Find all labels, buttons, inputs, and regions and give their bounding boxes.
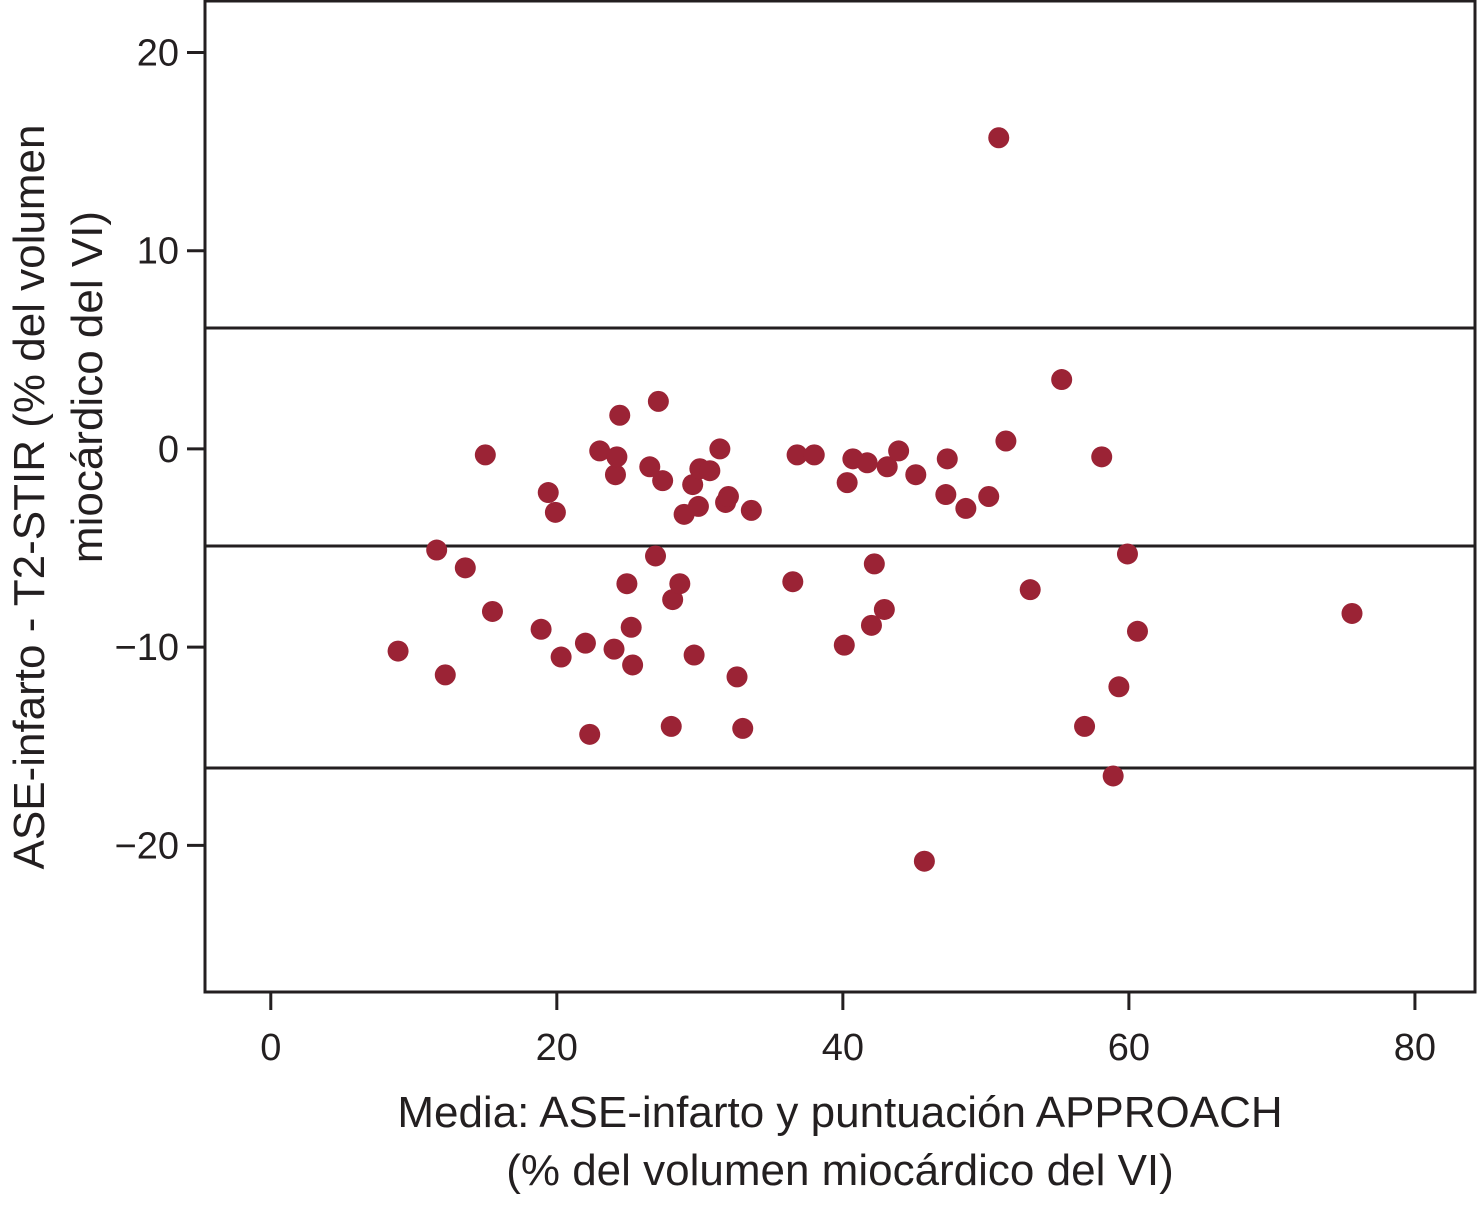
data-point	[645, 545, 667, 567]
data-point	[574, 632, 596, 654]
data-point	[913, 850, 935, 872]
data-point	[609, 404, 631, 426]
data-point	[782, 571, 804, 593]
data-point	[978, 486, 1000, 507]
data-point	[995, 430, 1017, 452]
data-point	[709, 438, 731, 460]
data-point	[988, 127, 1010, 149]
data-point	[1051, 369, 1073, 391]
y-tick-label: −20	[115, 825, 179, 867]
y-tick-label: 20	[137, 33, 179, 75]
y-axis: 20 10 0 −10 −20	[115, 33, 205, 867]
data-point	[652, 470, 674, 492]
x-axis: 0 20 40 60 80	[260, 992, 1436, 1069]
data-point	[1102, 765, 1124, 787]
data-point	[1126, 620, 1148, 642]
data-point	[856, 452, 878, 474]
data-point	[803, 444, 825, 466]
data-point	[717, 486, 739, 507]
data-point	[1108, 676, 1130, 698]
data-point	[660, 715, 682, 737]
data-point	[606, 446, 628, 468]
x-axis-title-line-1: Media: ASE-infarto y puntuación APPROACH	[397, 1088, 1282, 1137]
data-point	[1074, 715, 1096, 737]
data-point	[616, 573, 638, 595]
reference-lines	[205, 326, 1475, 770]
data-point	[863, 553, 885, 575]
data-point	[936, 448, 958, 470]
y-tick-label: −10	[115, 627, 179, 669]
data-point	[669, 573, 691, 595]
data-point	[662, 589, 684, 611]
data-point	[537, 482, 559, 504]
data-point	[639, 456, 661, 478]
data-point	[876, 456, 898, 478]
y-axis-title-line-1: ASE-infarto - T2-STIR (% del volumen	[5, 125, 54, 870]
plot-frame	[203, 0, 1477, 994]
data-point	[905, 464, 927, 486]
x-tick-label: 20	[536, 1027, 578, 1069]
data-points	[387, 127, 1363, 872]
data-point	[604, 464, 626, 486]
data-point	[620, 616, 642, 638]
data-point	[682, 474, 704, 496]
data-point	[387, 640, 409, 662]
data-point	[687, 495, 709, 517]
data-point	[1019, 579, 1041, 601]
data-point	[530, 618, 552, 640]
data-point	[579, 723, 601, 745]
data-point	[481, 600, 503, 622]
data-point	[550, 646, 572, 668]
y-tick-label: 0	[158, 429, 179, 471]
data-point	[1091, 446, 1113, 468]
data-point	[726, 666, 748, 688]
data-point	[836, 472, 858, 494]
data-point	[860, 614, 882, 636]
data-point	[622, 654, 644, 676]
data-point	[740, 499, 762, 521]
data-point	[647, 390, 669, 412]
data-point	[955, 497, 977, 519]
data-point	[699, 460, 721, 482]
data-point	[454, 557, 476, 579]
x-tick-label: 60	[1108, 1027, 1150, 1069]
data-point	[888, 440, 910, 462]
data-point	[589, 440, 611, 462]
data-point	[474, 444, 496, 466]
data-point	[1116, 543, 1138, 565]
y-tick-label: 10	[137, 231, 179, 273]
data-point	[603, 638, 625, 660]
data-point	[426, 539, 448, 561]
data-point	[1341, 602, 1363, 624]
y-axis-title-line-2: miocárdico del VI)	[63, 211, 112, 563]
x-tick-label: 0	[260, 1027, 281, 1069]
data-point	[434, 664, 456, 686]
x-tick-label: 80	[1394, 1027, 1436, 1069]
data-point	[786, 444, 808, 466]
x-axis-title-line-2: (% del volumen miocárdico del VI)	[506, 1146, 1174, 1195]
data-point	[544, 501, 566, 523]
data-point	[683, 644, 705, 666]
data-point	[833, 634, 855, 656]
data-point	[873, 598, 895, 620]
x-tick-label: 40	[822, 1027, 864, 1069]
data-point	[732, 717, 754, 739]
data-point	[935, 484, 957, 506]
